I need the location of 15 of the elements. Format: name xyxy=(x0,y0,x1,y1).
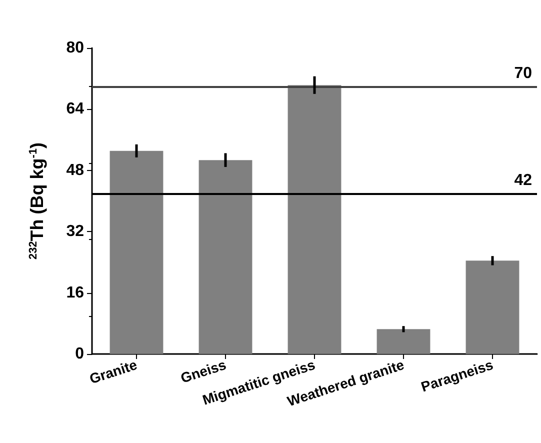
y-tick-label: 16 xyxy=(66,284,84,302)
x-tick-label: Granite xyxy=(87,356,140,387)
bar xyxy=(110,150,164,354)
bar xyxy=(466,260,520,354)
y-tick-label: 80 xyxy=(66,40,84,56)
y-tick-label: 32 xyxy=(66,223,84,240)
ref-line-label: 70 xyxy=(514,64,532,82)
bar xyxy=(376,329,430,354)
bar xyxy=(288,85,342,354)
y-tick-label: 64 xyxy=(66,100,84,118)
y-tick-label: 48 xyxy=(66,162,84,179)
y-axis-title: 232Th (Bq kg-1) xyxy=(27,142,47,260)
y-tick-label: 0 xyxy=(75,346,84,362)
bar xyxy=(198,160,252,354)
ref-line-label: 42 xyxy=(514,172,532,189)
